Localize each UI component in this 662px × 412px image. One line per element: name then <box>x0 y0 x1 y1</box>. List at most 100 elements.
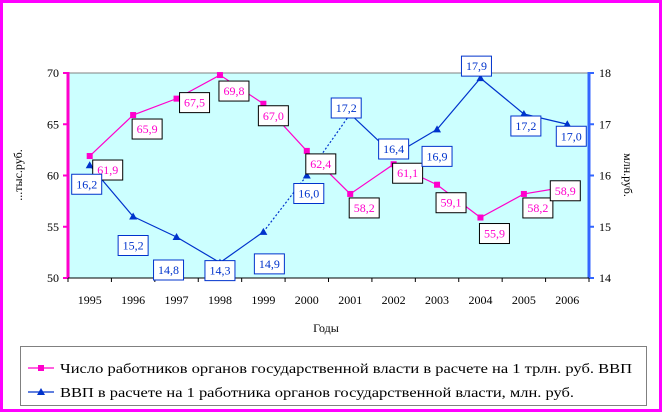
right-tick-label: 14 <box>599 271 611 285</box>
legend-item-series-1: Число работников органов государственной… <box>28 361 632 376</box>
series-1-point <box>477 214 484 221</box>
series-1-data-label: 67,5 <box>184 96 205 110</box>
series-2-segment <box>176 236 221 264</box>
series-2-data-label: 17,2 <box>515 119 536 133</box>
right-axis-ticks: 14 15 16 17 18 <box>589 66 611 285</box>
series-1-data-label-box <box>348 197 380 219</box>
series-1-data-label: 58,2 <box>354 201 375 215</box>
x-tick-label: 2001 <box>338 293 362 307</box>
series-2-point <box>302 171 311 179</box>
series-2-data-label: 14,9 <box>259 257 280 271</box>
left-tick-label: 50 <box>47 271 59 285</box>
series-2-data-label: 16,4 <box>383 142 404 156</box>
series-2-segment <box>436 77 481 130</box>
series-2-data-label-box <box>293 183 325 204</box>
left-axis-ticks: 50 55 60 65 70 <box>47 66 68 285</box>
series-1-data-label: 55,9 <box>484 227 505 241</box>
series-1-data-label-box <box>478 223 510 245</box>
series-2-data-label-box <box>153 259 185 281</box>
right-tick-label: 15 <box>599 220 611 234</box>
series-2-data-label-box <box>460 55 492 77</box>
series-1-point <box>260 100 267 107</box>
x-tick-label: 2002 <box>382 293 406 307</box>
series-1-data-label: 69,8 <box>223 84 244 98</box>
series-2-data-label-box <box>510 115 542 137</box>
x-tick-label: 1997 <box>165 293 189 307</box>
series-1-point <box>347 190 354 197</box>
series-2-data-label-box <box>421 145 453 167</box>
left-axis-title: ...тыс.руб. <box>11 149 25 200</box>
x-axis-ticks: 1995 1996 1997 1998 1999 2000 2001 2002 2003 2004… <box>67 278 590 307</box>
series-2-data-label: 14,3 <box>209 264 230 278</box>
series-2-point <box>259 227 268 235</box>
series-1-data-label: 58,9 <box>555 184 576 198</box>
series-1-point <box>86 153 93 160</box>
series-2-data-label-box <box>253 253 285 275</box>
series-2-data-label-box <box>71 173 103 195</box>
series-2-data-label: 15,2 <box>123 239 144 253</box>
series-2-data-label-box <box>330 97 362 119</box>
x-tick-label: 1995 <box>78 293 102 307</box>
series-1-data-label-box <box>257 105 289 127</box>
x-axis-title: Годы <box>313 321 339 335</box>
series-2-point <box>563 120 572 128</box>
legend-triangle-marker <box>37 388 45 395</box>
series-2-point <box>129 212 138 220</box>
series-1-data-label: 62,4 <box>310 157 331 171</box>
series-2-point <box>172 233 181 240</box>
series-2-segment <box>219 231 264 264</box>
series-1-data-label: 61,1 <box>397 166 418 180</box>
x-tick-label: 2000 <box>295 293 319 307</box>
series-1-point <box>520 190 527 197</box>
series-1-point <box>303 147 310 154</box>
left-tick-label: 60 <box>47 169 59 183</box>
series-2-segment <box>480 77 525 115</box>
series-1-point <box>216 72 223 79</box>
series-2-point <box>433 125 442 133</box>
series-1-point <box>130 112 137 119</box>
legend-label-series-2: ВВП в расчете на 1 работника органов гос… <box>60 385 574 400</box>
series-2-data-label: 14,8 <box>158 263 179 277</box>
x-tick-label: 2005 <box>512 293 536 307</box>
legend-square-marker <box>38 365 44 371</box>
legend-item-series-2: ВВП в расчете на 1 работника органов гос… <box>28 385 574 400</box>
data-labels: 61,9 65,9 67,5 69,8 67,0 62,4 58,2 61,1 59,1 55,9… <box>71 55 587 282</box>
series-2-data-label-box <box>378 138 410 160</box>
right-axis-title: млн.руб. <box>621 153 635 197</box>
series-1-data-label: 67,0 <box>263 109 284 123</box>
series-1-data-label-box <box>392 162 424 184</box>
series-2-data-label-box <box>204 260 236 282</box>
x-tick-label: 2006 <box>555 293 579 307</box>
series-1-data-label-box <box>549 180 581 202</box>
right-tick-label: 17 <box>599 117 611 131</box>
series-1-data-label-box <box>522 197 554 219</box>
series-2-data-label: 17,0 <box>561 129 582 143</box>
right-tick-label: 16 <box>599 169 611 183</box>
series-2-data-label: 16,9 <box>427 149 448 163</box>
x-tick-label: 1999 <box>251 293 275 307</box>
series-2-data-label-box <box>117 235 149 256</box>
x-tick-label: 2003 <box>425 293 449 307</box>
series-1-data-label: 58,2 <box>527 201 548 215</box>
series-1-data-label-box <box>435 192 467 214</box>
series-2-data-label: 17,2 <box>336 101 357 115</box>
series-1-point <box>434 181 441 188</box>
series-1-point <box>173 95 180 102</box>
series-2-data-label-box <box>555 125 587 147</box>
series-2-data-label: 16,2 <box>76 177 97 191</box>
series-2-segment <box>132 215 177 238</box>
series-1-data-label: 59,1 <box>441 196 462 210</box>
series-2-data-label: 16,0 <box>298 187 319 201</box>
series-2-point <box>476 74 485 82</box>
series-1-data-label-box <box>131 118 163 140</box>
legend-label-series-1: Число работников органов государственной… <box>60 361 632 376</box>
right-tick-label: 18 <box>599 66 611 80</box>
series-1-data-label: 65,9 <box>137 122 158 136</box>
series-1-data-label-box <box>179 92 211 114</box>
left-tick-label: 70 <box>47 66 59 80</box>
series-2-point <box>85 161 94 169</box>
series-1-data-label-box <box>305 153 337 175</box>
series-2-data-label: 17,9 <box>466 59 487 73</box>
legend-box <box>20 346 647 406</box>
